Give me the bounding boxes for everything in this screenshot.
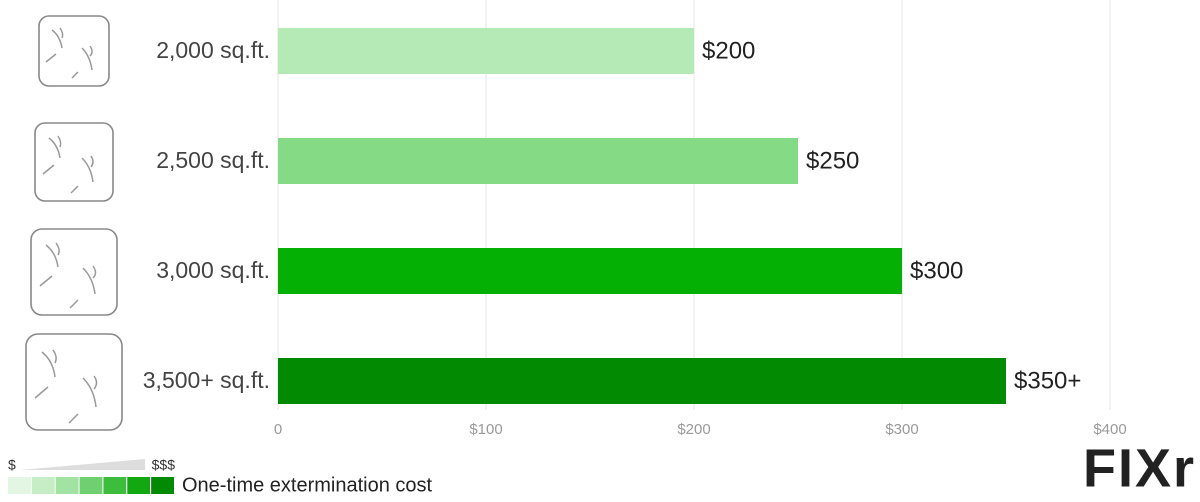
category-label: 3,000 sq.ft.: [156, 257, 270, 283]
legend-swatch: [79, 477, 103, 494]
bar: [278, 358, 1006, 404]
x-tick-label: $400: [1093, 421, 1126, 438]
category-label: 2,500 sq.ft.: [156, 147, 270, 173]
legend-high: $$$: [152, 457, 176, 473]
x-tick-label: $300: [885, 421, 918, 438]
legend-wedge: [20, 459, 145, 470]
x-tick-label: 0: [274, 421, 282, 438]
value-label: $350+: [1014, 367, 1081, 394]
legend-label: One-time extermination cost: [182, 474, 433, 496]
scorpion-icon: [25, 333, 123, 431]
value-label: $300: [910, 257, 963, 284]
category-label: 3,500+ sq.ft.: [143, 367, 270, 393]
x-tick-label: $200: [677, 421, 710, 438]
value-label: $200: [702, 37, 755, 64]
category-label: 2,000 sq.ft.: [156, 37, 270, 63]
legend-swatch: [103, 477, 127, 494]
legend-swatch: [55, 477, 79, 494]
x-tick-label: $100: [469, 421, 502, 438]
legend-low: $: [8, 457, 16, 473]
scorpion-icon: [34, 122, 114, 202]
value-label: $250: [806, 147, 859, 174]
logo: FIXr: [1083, 438, 1196, 498]
bar: [278, 248, 902, 294]
bar: [278, 138, 798, 184]
bar: [278, 28, 694, 74]
legend-swatch: [31, 477, 55, 494]
legend-swatch: [151, 477, 174, 494]
legend-swatch: [8, 477, 31, 494]
scorpion-icon: [30, 228, 118, 316]
scorpion-icon: [38, 15, 110, 87]
legend-swatch: [127, 477, 151, 494]
